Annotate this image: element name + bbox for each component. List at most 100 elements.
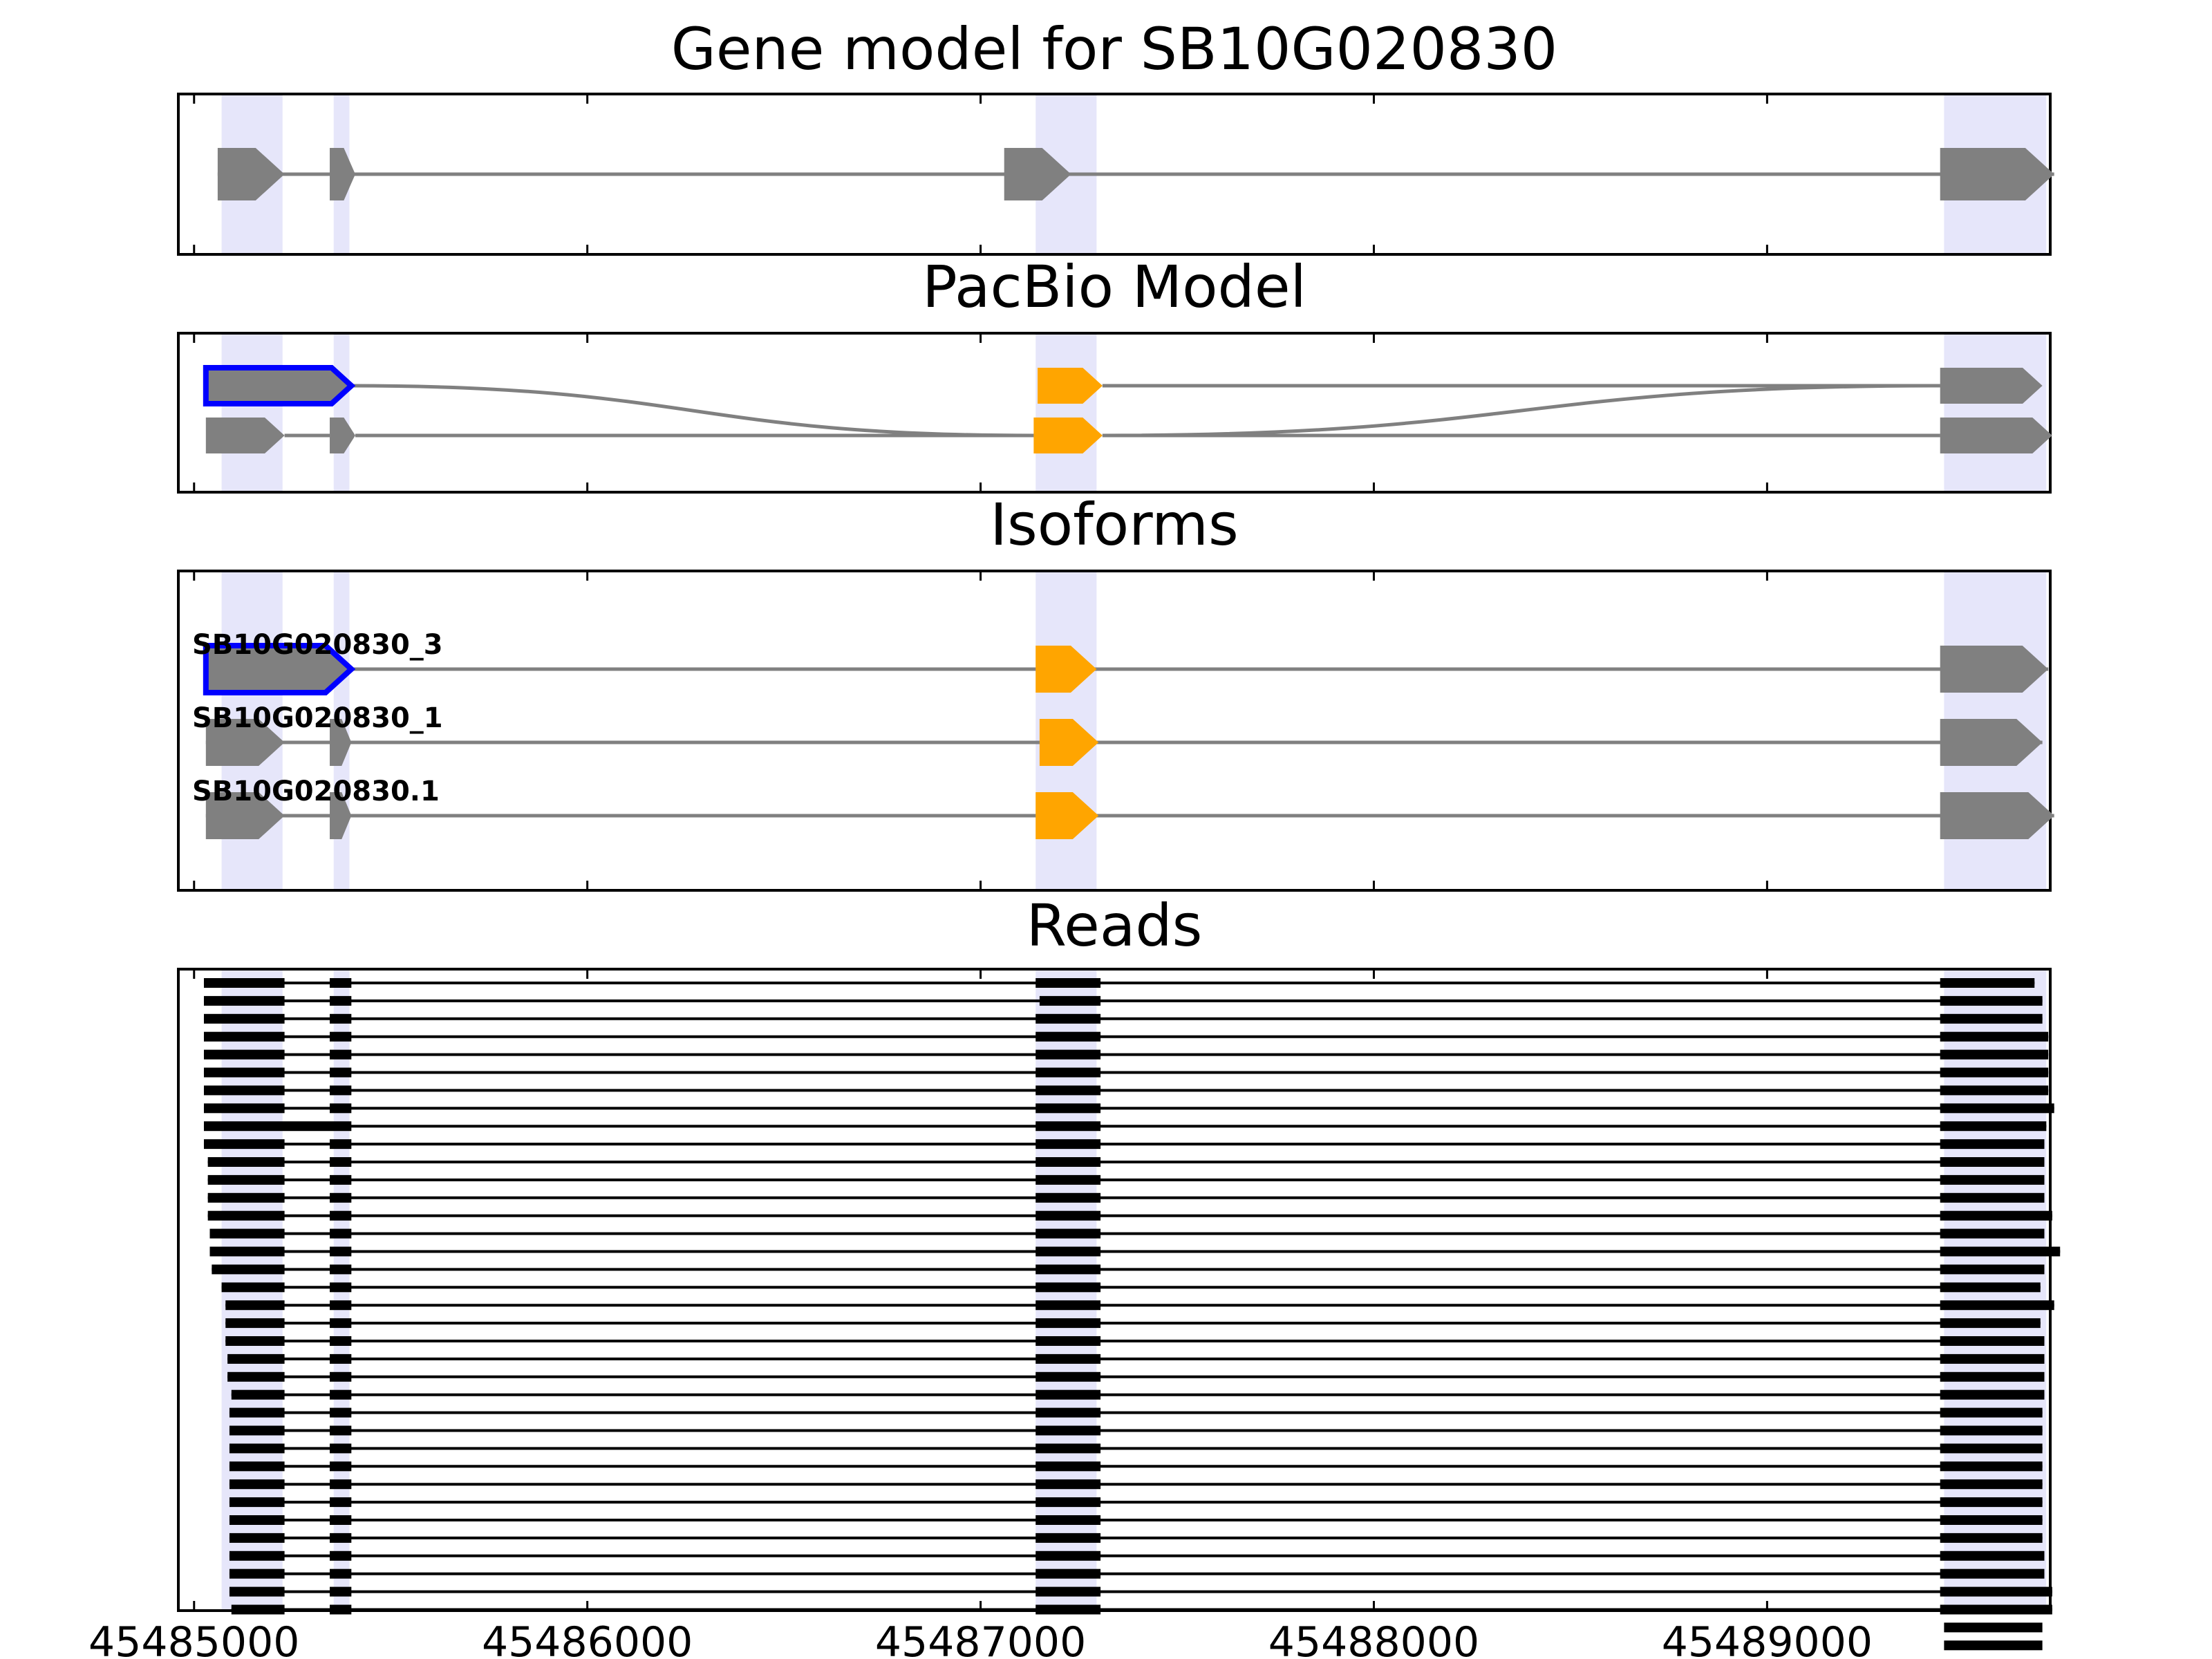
read-block bbox=[330, 1479, 352, 1490]
exon-block-highlighted bbox=[203, 643, 356, 695]
read-block bbox=[207, 1192, 285, 1203]
read-block bbox=[207, 1157, 285, 1167]
read-block bbox=[1940, 1192, 2045, 1203]
read-block bbox=[330, 1157, 352, 1167]
read-block bbox=[330, 1353, 352, 1364]
read-block bbox=[229, 1443, 285, 1454]
read-block bbox=[330, 1550, 352, 1561]
exon-block bbox=[1940, 719, 2043, 766]
panel-title-isoforms: Isoforms bbox=[990, 491, 1239, 559]
read-block bbox=[203, 978, 285, 988]
read-block bbox=[1035, 1174, 1101, 1185]
read-block bbox=[1035, 1443, 1101, 1454]
read-block bbox=[1940, 1497, 2043, 1508]
read-block bbox=[330, 995, 352, 1006]
read-block bbox=[1940, 1371, 2045, 1382]
exon-region-shade bbox=[221, 333, 283, 492]
read-block bbox=[1039, 995, 1101, 1006]
gene-model-track bbox=[177, 93, 2054, 256]
read-block bbox=[330, 1497, 352, 1508]
read-block bbox=[330, 1586, 352, 1597]
intron-curve bbox=[1102, 384, 1940, 438]
read-block bbox=[1035, 1318, 1101, 1329]
read-block bbox=[1035, 1264, 1101, 1275]
read-block bbox=[203, 1049, 285, 1060]
read-block bbox=[229, 1461, 285, 1472]
read-block bbox=[229, 1568, 285, 1579]
read-block bbox=[330, 1568, 352, 1579]
exon-block bbox=[217, 148, 285, 200]
read-block bbox=[1940, 1103, 2054, 1114]
read-block bbox=[229, 1425, 285, 1436]
read-block bbox=[330, 1443, 352, 1454]
read-block bbox=[330, 1604, 352, 1615]
read-block bbox=[1940, 1336, 2045, 1346]
read-block bbox=[330, 1031, 352, 1042]
exon-block bbox=[1940, 368, 2043, 404]
exon-block bbox=[1940, 418, 2052, 453]
exon-block bbox=[205, 719, 285, 766]
read-block bbox=[1940, 1282, 2041, 1293]
read-block bbox=[330, 1515, 352, 1525]
exon-block-alternative bbox=[1033, 418, 1103, 453]
read-block bbox=[330, 1407, 352, 1418]
read-block bbox=[1035, 1300, 1101, 1311]
read-block bbox=[221, 1282, 285, 1293]
isoform-label: SB10G020830_1 bbox=[192, 702, 443, 734]
exon-block bbox=[330, 148, 356, 200]
read-block bbox=[330, 1264, 352, 1275]
read-block bbox=[1035, 1425, 1101, 1436]
read-block bbox=[1940, 1389, 2045, 1400]
read-block bbox=[203, 1031, 285, 1042]
read-block bbox=[1940, 1031, 2049, 1042]
exon-block bbox=[330, 418, 356, 453]
read-block bbox=[1035, 1013, 1101, 1024]
read-block bbox=[1035, 1085, 1101, 1096]
exon-region-shade bbox=[333, 333, 350, 492]
panel-pacbio: PacBio Model bbox=[177, 253, 2052, 494]
read-block bbox=[1940, 1515, 2043, 1525]
read-block bbox=[330, 1533, 352, 1543]
read-block bbox=[203, 1139, 285, 1150]
read-block bbox=[1940, 1300, 2054, 1311]
read-block bbox=[330, 1067, 352, 1078]
exon-block-alternative bbox=[1039, 719, 1099, 766]
exon-block-alternative bbox=[1035, 646, 1097, 693]
read-block bbox=[1035, 1121, 1101, 1132]
read-block bbox=[330, 1336, 352, 1346]
read-block bbox=[1940, 1264, 2045, 1275]
read-block bbox=[1940, 1353, 2045, 1364]
read-block bbox=[1940, 1425, 2043, 1436]
exon-block-alternative bbox=[1038, 368, 1103, 404]
read-block bbox=[330, 1371, 352, 1382]
read-block bbox=[1035, 1461, 1101, 1472]
axes-frame bbox=[177, 968, 2052, 1612]
read-block bbox=[1940, 978, 2035, 988]
x-tick-label: 45485000 bbox=[88, 1618, 299, 1659]
read-block bbox=[1940, 1174, 2045, 1185]
reads-track bbox=[177, 968, 2061, 1651]
read-block bbox=[1035, 1192, 1101, 1203]
read-block bbox=[1940, 1246, 2061, 1257]
read-block bbox=[207, 1210, 285, 1221]
read-block bbox=[1940, 1049, 2049, 1060]
read-block bbox=[1035, 1533, 1101, 1543]
read-block bbox=[1940, 1461, 2043, 1472]
x-tick-label: 45486000 bbox=[482, 1618, 693, 1659]
x-tick-label: 45489000 bbox=[1662, 1618, 1873, 1659]
read-block bbox=[330, 1139, 352, 1150]
read-block bbox=[330, 1461, 352, 1472]
read-block bbox=[1035, 1246, 1101, 1257]
x-tick-label: 45488000 bbox=[1268, 1618, 1479, 1659]
read-block bbox=[1940, 1121, 2047, 1132]
exon-block bbox=[330, 719, 352, 766]
exon-block bbox=[330, 792, 352, 839]
read-block bbox=[203, 1013, 285, 1024]
panel-title-pacbio: PacBio Model bbox=[922, 253, 1306, 321]
read-block bbox=[1035, 1139, 1101, 1150]
axes-frame bbox=[177, 570, 2052, 892]
read-block bbox=[1035, 978, 1101, 988]
read-block bbox=[1035, 1389, 1101, 1400]
read-block bbox=[1940, 995, 2043, 1006]
read-block bbox=[203, 1085, 285, 1096]
